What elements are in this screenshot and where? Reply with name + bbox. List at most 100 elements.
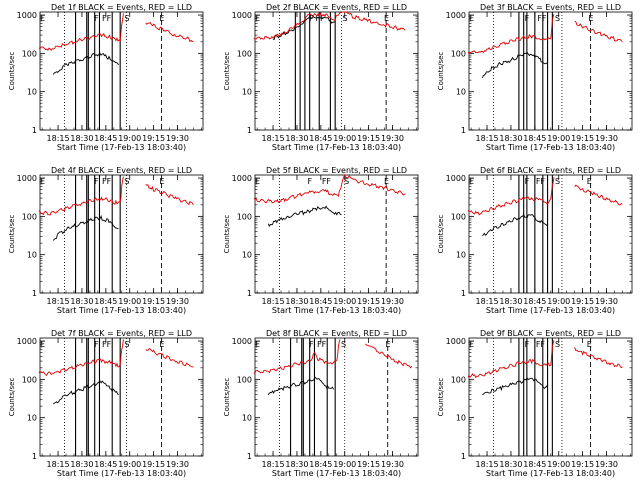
x-axis-title: Start Time (17-Feb-13 18:03:40)	[272, 306, 401, 315]
x-tick-label: 18:15	[262, 460, 285, 469]
flag-marker-ff: FF	[102, 177, 112, 186]
panel-title: Det 3f BLACK = Events, RED = LLD	[480, 3, 621, 12]
flag-marker-f: F	[309, 340, 314, 349]
lld-series-line	[38, 13, 124, 52]
x-tick-label: 18:15	[476, 134, 499, 143]
flag-marker-f: F	[525, 177, 530, 186]
y-axis-title: Counts/sec	[437, 52, 445, 91]
x-tick-label: 19:15	[357, 460, 380, 469]
y-tick-label: 1000	[17, 11, 37, 20]
x-tick-label: 18:45	[523, 134, 546, 143]
flag-marker-s: S	[124, 14, 129, 23]
x-tick-label: 18:45	[523, 460, 546, 469]
event-lines	[493, 175, 592, 293]
plot-frame	[39, 337, 204, 457]
flag-marker-s: S	[341, 340, 346, 349]
event-lines	[64, 338, 163, 456]
x-tick-label: 19:30	[381, 297, 404, 306]
y-tick-label: 1000	[232, 337, 252, 346]
y-axis-title: Counts/sec	[223, 52, 231, 91]
y-tick-label: 1	[461, 452, 466, 461]
lld-series-line	[467, 177, 555, 216]
y-tick-label: 100	[22, 375, 37, 384]
x-tick-label: 19:00	[118, 297, 141, 306]
flag-marker-s: S	[555, 177, 560, 186]
y-axis-title: Counts/sec	[8, 378, 16, 417]
series-lines	[38, 339, 194, 405]
y-tick-label: 100	[451, 375, 466, 384]
y-tick-label: 10	[242, 414, 252, 423]
flag-marker-s: S	[344, 177, 349, 186]
y-tick-label: 1	[247, 126, 252, 135]
series-lines	[253, 11, 406, 41]
x-axis-title: Start Time (17-Feb-13 18:03:40)	[57, 143, 186, 152]
x-axis-title: Start Time (17-Feb-13 18:03:40)	[272, 469, 401, 478]
series-lines	[467, 177, 623, 236]
flag-marker-e: E	[159, 340, 164, 349]
events-series-line	[52, 52, 119, 75]
flag-marker-e: E	[384, 177, 389, 186]
plot-frame	[468, 337, 633, 457]
x-tick-label: 18:45	[309, 460, 332, 469]
flag-marker-ff: FF	[537, 14, 547, 23]
x-axis-title: Start Time (17-Feb-13 18:03:40)	[486, 469, 615, 478]
x-axis-title: Start Time (17-Feb-13 18:03:40)	[272, 143, 401, 152]
flag-marker-f: F	[94, 14, 99, 23]
plot-frame	[468, 174, 633, 294]
flag-marker-ff: FF	[315, 14, 325, 23]
flag-marker-ff: FF	[102, 340, 112, 349]
lld-series-line	[574, 184, 623, 206]
flag-marker-e: E	[588, 14, 593, 23]
plot-frame	[254, 174, 419, 294]
flag-marker-s: S	[124, 340, 129, 349]
series-lines	[253, 173, 406, 228]
y-axis-title: Counts/sec	[437, 378, 445, 417]
plot-frame	[254, 11, 419, 131]
x-tick-label: 18:30	[499, 297, 522, 306]
x-tick-label: 18:30	[70, 297, 93, 306]
y-tick-label: 10	[456, 414, 466, 423]
x-tick-label: 19:15	[142, 297, 165, 306]
x-tick-label: 18:15	[262, 134, 285, 143]
series-lines	[38, 176, 194, 241]
y-tick-label: 10	[27, 414, 37, 423]
flag-marker-s: S	[555, 340, 560, 349]
y-tick-label: 10	[242, 251, 252, 260]
x-tick-label: 19:30	[166, 134, 189, 143]
y-tick-label: 1000	[446, 337, 466, 346]
y-tick-label: 10	[456, 251, 466, 260]
lld-series-line	[253, 339, 341, 374]
y-axis-title: Counts/sec	[437, 215, 445, 254]
series-lines	[467, 14, 623, 78]
x-tick-label: 19:30	[166, 297, 189, 306]
y-tick-label: 100	[237, 212, 252, 221]
flag-marker-f: F	[308, 177, 313, 186]
x-tick-label: 18:30	[285, 297, 308, 306]
x-axis-title: Start Time (17-Feb-13 18:03:40)	[57, 469, 186, 478]
event-lines	[279, 175, 387, 293]
x-tick-label: 18:15	[262, 297, 285, 306]
x-tick-label: 19:00	[118, 460, 141, 469]
y-tick-label: 1	[32, 289, 37, 298]
lld-series-line	[467, 14, 555, 54]
x-tick-label: 19:00	[333, 297, 356, 306]
x-tick-label: 19:00	[547, 134, 570, 143]
x-tick-label: 18:30	[499, 460, 522, 469]
x-tick-label: 19:15	[571, 134, 594, 143]
flag-marker-e: E	[159, 177, 164, 186]
y-tick-label: 1	[461, 289, 466, 298]
x-tick-label: 18:30	[70, 134, 93, 143]
x-tick-label: 19:00	[333, 460, 356, 469]
x-tick-label: 19:15	[357, 297, 380, 306]
y-axis-title: Counts/sec	[8, 215, 16, 254]
y-axis-title: Counts/sec	[223, 378, 231, 417]
x-tick-label: 18:15	[47, 297, 70, 306]
flag-marker-e: E	[386, 340, 391, 349]
x-tick-label: 19:15	[142, 134, 165, 143]
